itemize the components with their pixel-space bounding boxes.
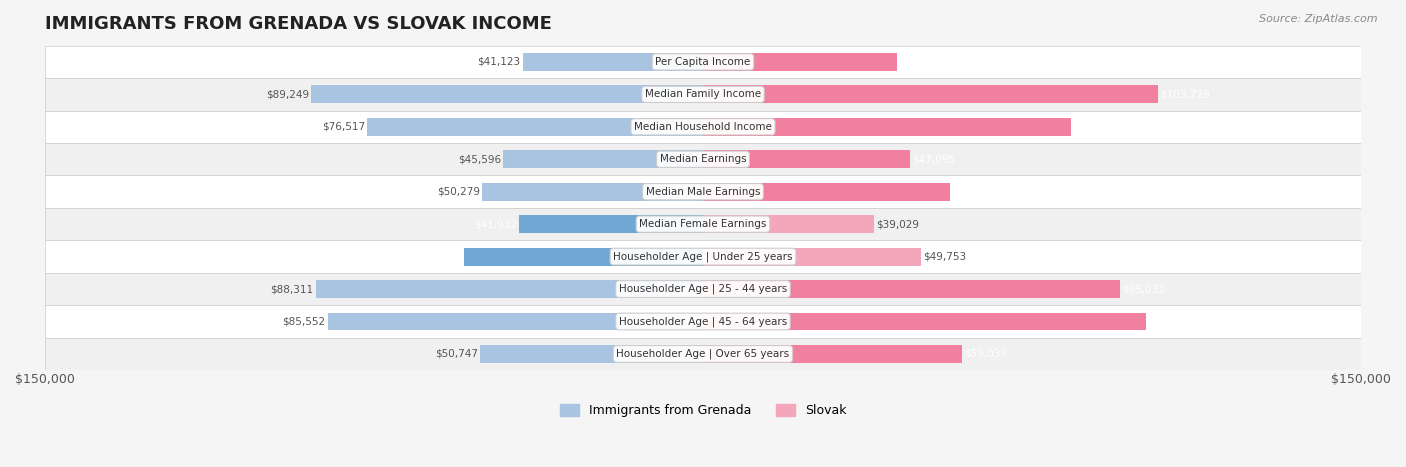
Text: $41,932: $41,932 [474,219,517,229]
Text: Householder Age | Over 65 years: Householder Age | Over 65 years [616,349,790,359]
Bar [328,312,703,331]
Text: $83,798: $83,798 [1073,122,1116,132]
Text: $76,517: $76,517 [322,122,366,132]
Text: $59,039: $59,039 [965,349,1007,359]
Text: $45,596: $45,596 [457,154,501,164]
Bar [703,150,910,168]
Text: Median Female Earnings: Median Female Earnings [640,219,766,229]
Text: Median Household Income: Median Household Income [634,122,772,132]
Bar [703,215,875,233]
Text: $50,279: $50,279 [437,187,481,197]
Bar [703,183,950,201]
Text: $47,095: $47,095 [912,154,955,164]
Bar [45,305,1361,338]
Bar [45,241,1361,273]
Bar [481,345,703,363]
Text: $49,753: $49,753 [924,252,966,262]
Bar [45,338,1361,370]
Bar [523,53,703,71]
Bar [45,176,1361,208]
Bar [45,273,1361,305]
Bar [464,248,703,266]
Text: Per Capita Income: Per Capita Income [655,57,751,67]
Text: Median Family Income: Median Family Income [645,89,761,99]
Text: Householder Age | 45 - 64 years: Householder Age | 45 - 64 years [619,316,787,327]
Text: Source: ZipAtlas.com: Source: ZipAtlas.com [1260,14,1378,24]
Text: Median Male Earnings: Median Male Earnings [645,187,761,197]
Bar [519,215,703,233]
Bar [703,345,962,363]
Bar [312,85,703,103]
Bar [703,53,897,71]
Bar [367,118,703,136]
Bar [45,78,1361,111]
Bar [503,150,703,168]
Text: $101,029: $101,029 [1149,317,1198,326]
Bar [703,280,1121,298]
Legend: Immigrants from Grenada, Slovak: Immigrants from Grenada, Slovak [555,399,851,422]
Text: Householder Age | Under 25 years: Householder Age | Under 25 years [613,251,793,262]
Bar [315,280,703,298]
Bar [482,183,703,201]
Text: Householder Age | 25 - 44 years: Householder Age | 25 - 44 years [619,284,787,294]
Text: $56,306: $56,306 [952,187,995,197]
Text: $41,123: $41,123 [477,57,520,67]
Text: Median Earnings: Median Earnings [659,154,747,164]
Text: $39,029: $39,029 [876,219,920,229]
Text: $85,552: $85,552 [283,317,325,326]
Bar [703,118,1070,136]
Text: $44,229: $44,229 [900,57,942,67]
Bar [45,143,1361,176]
Bar [45,46,1361,78]
Bar [703,312,1146,331]
Text: IMMIGRANTS FROM GRENADA VS SLOVAK INCOME: IMMIGRANTS FROM GRENADA VS SLOVAK INCOME [45,15,551,33]
Text: $54,538: $54,538 [419,252,461,262]
Bar [703,85,1159,103]
Bar [45,111,1361,143]
Text: $89,249: $89,249 [266,89,309,99]
Text: $50,747: $50,747 [436,349,478,359]
Bar [703,248,921,266]
Bar [45,208,1361,241]
Text: $95,032: $95,032 [1122,284,1166,294]
Text: $88,311: $88,311 [270,284,314,294]
Text: $103,729: $103,729 [1160,89,1211,99]
